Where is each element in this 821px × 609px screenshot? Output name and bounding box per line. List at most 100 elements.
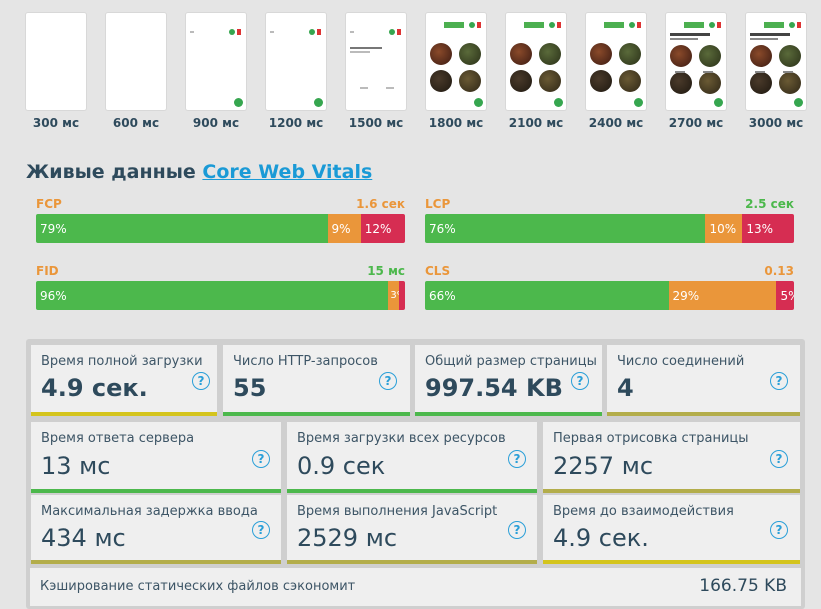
segment-needs-improvement: 9%: [327, 214, 361, 243]
metric-distribution-bar: 76% 10% 13%: [425, 214, 794, 243]
metric-value: 1.6 сек: [356, 197, 405, 211]
filmstrip-frame[interactable]: 900 мс: [186, 13, 246, 130]
frame-time-label: 900 мс: [192, 116, 240, 130]
help-icon[interactable]: ?: [252, 521, 270, 539]
metric-cls: CLS 0.13 66% 29% 5%: [425, 264, 794, 310]
frame-time-label: 1200 мс: [268, 116, 324, 130]
segment-poor: 12%: [360, 214, 405, 243]
segment-needs-improvement: 10%: [705, 214, 743, 243]
metric-distribution-bar: 96% 3% 1%: [36, 281, 405, 310]
filmstrip-frame[interactable]: 2700 мс: [666, 13, 726, 130]
cache-savings-row: Кэширование статических файлов сэкономит…: [30, 568, 801, 606]
stat-label: Время полной загрузки: [41, 354, 203, 369]
stat-value: 2257 мс: [553, 452, 654, 480]
metric-fcp: FCP 1.6 сек 79% 9% 12%: [36, 197, 405, 243]
cwv-section-title: Живые данные Core Web Vitals: [26, 161, 372, 183]
cwv-title-prefix: Живые данные: [26, 161, 196, 183]
segment-needs-improvement: 29%: [668, 281, 776, 310]
help-icon[interactable]: ?: [770, 372, 788, 390]
stat-value: 13 мс: [41, 452, 111, 480]
filmstrip-frame[interactable]: 3000 мс: [746, 13, 806, 130]
help-icon[interactable]: ?: [192, 372, 210, 390]
stat-label: Первая отрисовка страницы: [553, 431, 749, 446]
frame-thumbnail: [266, 13, 326, 110]
metric-fid: FID 15 мс 96% 3% 1%: [36, 264, 405, 310]
segment-good: 79%: [36, 214, 328, 243]
stat-card-max-input-delay: Максимальная задержка ввода 434 мс ?: [31, 495, 281, 564]
metric-distribution-bar: 79% 9% 12%: [36, 214, 405, 243]
metric-distribution-bar: 66% 29% 5%: [425, 281, 794, 310]
stats-panel: Время полной загрузки 4.9 сек. ? Число H…: [26, 339, 805, 609]
segment-good: 76%: [425, 214, 706, 243]
filmstrip-frame[interactable]: 2100 мс: [506, 13, 566, 130]
metric-lcp: LCP 2.5 сек 76% 10% 13%: [425, 197, 794, 243]
frame-time-label: 1800 мс: [428, 116, 484, 130]
filmstrip-frame[interactable]: 2400 мс: [586, 13, 646, 130]
stat-label: Общий размер страницы: [425, 354, 597, 369]
metric-value: 2.5 сек: [745, 197, 794, 211]
help-icon[interactable]: ?: [770, 521, 788, 539]
stat-card-js-execution: Время выполнения JavaScript 2529 мс ?: [287, 495, 537, 564]
metric-value: 0.13: [764, 264, 794, 278]
segment-poor: 1%: [399, 281, 405, 310]
metric-value: 15 мс: [367, 264, 405, 278]
stat-card-full-load-time: Время полной загрузки 4.9 сек. ?: [31, 345, 217, 416]
frame-thumbnail: [586, 13, 646, 110]
stat-value: 997.54 KB: [425, 374, 563, 402]
frame-thumbnail: [346, 13, 406, 110]
filmstrip: 300 мс 600 мс 900 мс 1200 мс 1500 мс: [26, 13, 806, 133]
help-icon[interactable]: ?: [508, 521, 526, 539]
stat-label: Максимальная задержка ввода: [41, 504, 258, 519]
frame-thumbnail: [186, 13, 246, 110]
segment-good: 66%: [425, 281, 669, 310]
frame-thumbnail: [666, 13, 726, 110]
stat-value: 55: [233, 374, 267, 402]
metric-name: FCP: [36, 197, 62, 211]
frame-thumbnail: [106, 13, 166, 110]
filmstrip-frame[interactable]: 1500 мс: [346, 13, 406, 130]
frame-thumbnail: [506, 13, 566, 110]
filmstrip-frame[interactable]: 1800 мс: [426, 13, 486, 130]
cache-savings-label: Кэширование статических файлов сэкономит: [40, 579, 356, 594]
segment-good: 96%: [36, 281, 389, 310]
help-icon[interactable]: ?: [252, 450, 270, 468]
stat-value: 4.9 сек.: [553, 524, 649, 552]
stat-card-all-resources-load: Время загрузки всех ресурсов 0.9 сек ?: [287, 422, 537, 493]
frame-time-label: 3000 мс: [748, 116, 804, 130]
frame-time-label: 600 мс: [112, 116, 160, 130]
metric-name: LCP: [425, 197, 451, 211]
filmstrip-frame[interactable]: 1200 мс: [266, 13, 326, 130]
metric-name: FID: [36, 264, 59, 278]
help-icon[interactable]: ?: [571, 372, 589, 390]
stat-value: 0.9 сек: [297, 452, 386, 480]
frame-time-label: 2400 мс: [588, 116, 644, 130]
help-icon[interactable]: ?: [379, 372, 397, 390]
frame-thumbnail: [426, 13, 486, 110]
stat-label: Время загрузки всех ресурсов: [297, 431, 506, 446]
frame-time-label: 1500 мс: [348, 116, 404, 130]
stat-card-server-response: Время ответа сервера 13 мс ?: [31, 422, 281, 493]
frame-time-label: 2700 мс: [668, 116, 724, 130]
stat-value: 4: [617, 374, 634, 402]
segment-needs-improvement: 3%: [388, 281, 400, 310]
help-icon[interactable]: ?: [508, 450, 526, 468]
stat-card-first-paint: Первая отрисовка страницы 2257 мс ?: [543, 422, 800, 493]
core-web-vitals-link[interactable]: Core Web Vitals: [202, 161, 373, 183]
stat-card-http-requests: Число HTTP-запросов 55 ?: [223, 345, 410, 416]
filmstrip-frame[interactable]: 600 мс: [106, 13, 166, 130]
frame-time-label: 300 мс: [32, 116, 80, 130]
frame-time-label: 2100 мс: [508, 116, 564, 130]
stat-value: 4.9 сек.: [41, 374, 148, 402]
stat-value: 2529 мс: [297, 524, 398, 552]
stat-label: Время выполнения JavaScript: [297, 504, 498, 519]
stat-card-connections: Число соединений 4 ?: [607, 345, 800, 416]
cache-savings-value: 166.75 KB: [699, 576, 787, 596]
segment-poor: 13%: [742, 214, 794, 243]
stat-value: 434 мс: [41, 524, 126, 552]
metric-name: CLS: [425, 264, 451, 278]
filmstrip-frame[interactable]: 300 мс: [26, 13, 86, 130]
help-icon[interactable]: ?: [770, 450, 788, 468]
stat-card-time-to-interactive: Время до взаимодействия 4.9 сек. ?: [543, 495, 800, 564]
frame-thumbnail: [26, 13, 86, 110]
stat-card-page-size: Общий размер страницы 997.54 KB ?: [415, 345, 602, 416]
